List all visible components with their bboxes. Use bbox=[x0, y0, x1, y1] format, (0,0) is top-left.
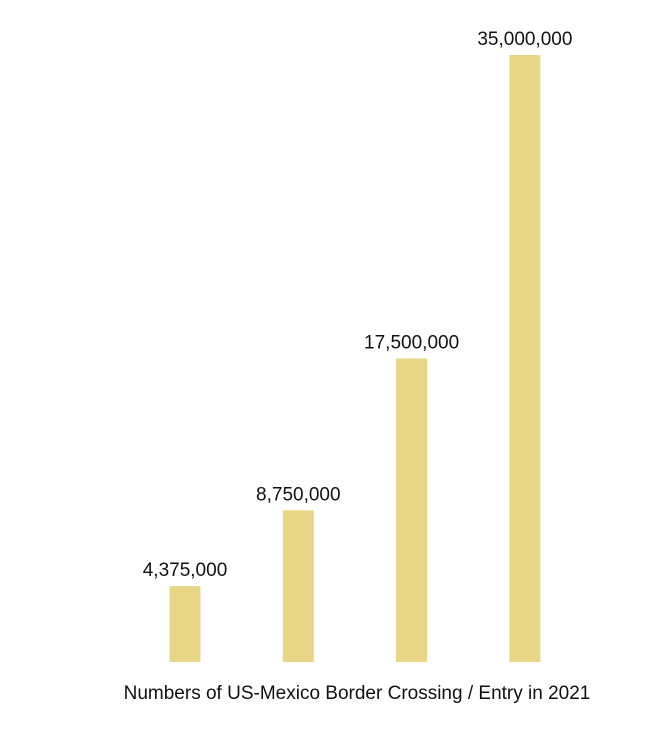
bar-value-label-2: 8,750,000 bbox=[256, 484, 341, 505]
bar-value-label-4: 35,000,000 bbox=[477, 29, 572, 50]
data-labels-layer: 4,375,000 8,750,000 17,500,000 35,000,000 bbox=[143, 29, 573, 581]
bar-3 bbox=[396, 358, 428, 662]
bars-layer bbox=[169, 55, 541, 663]
bar-2 bbox=[282, 510, 314, 663]
bar-1 bbox=[169, 586, 201, 662]
x-axis-title: Numbers of US-Mexico Border Crossing / E… bbox=[124, 683, 591, 704]
bar-4 bbox=[509, 55, 541, 662]
bar-value-label-1: 4,375,000 bbox=[143, 560, 228, 581]
bar-value-label-3: 17,500,000 bbox=[364, 333, 459, 354]
